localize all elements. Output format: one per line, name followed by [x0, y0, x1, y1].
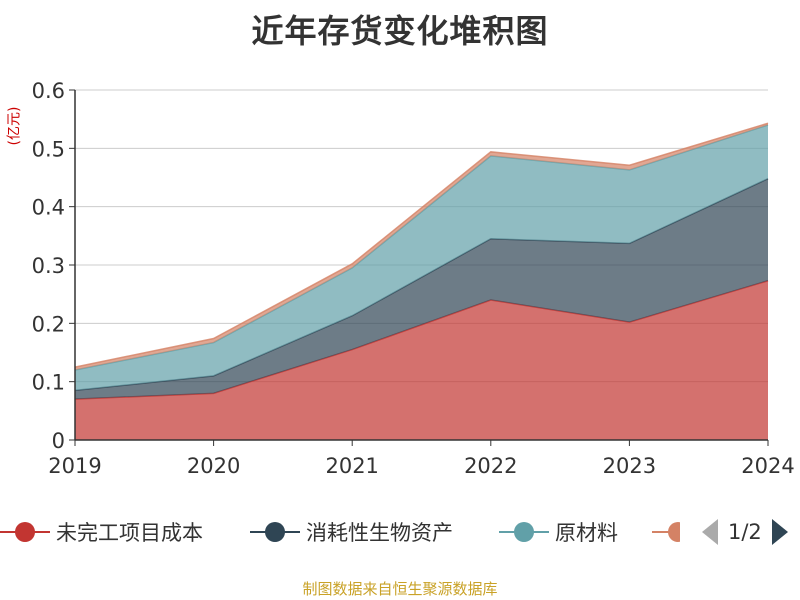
stacked-areas [74, 122, 769, 440]
x-tick-label: 2021 [325, 454, 378, 478]
x-tick-label: 2019 [48, 454, 101, 478]
y-tick-label: 0.5 [32, 137, 65, 161]
x-tick-label: 2023 [603, 454, 656, 478]
y-tick-label: 0.2 [32, 312, 65, 336]
y-tick-labels: 0 0.1 0.2 0.3 0.4 0.5 0.6 [32, 79, 75, 453]
legend-marker-icon [0, 522, 50, 542]
legend-item-series-4[interactable] [652, 512, 680, 552]
y-tick-label: 0.4 [32, 196, 65, 220]
legend-item-series-3[interactable]: 原材料 [499, 512, 618, 552]
y-tick-label: 0.3 [32, 254, 65, 278]
legend-label: 原材料 [555, 521, 618, 545]
legend: 未完工项目成本 消耗性生物资产 原材料 [0, 512, 800, 552]
legend-label: 消耗性生物资产 [306, 521, 453, 545]
legend-item-series-1[interactable]: 未完工项目成本 [0, 512, 203, 552]
y-tick-label: 0.1 [32, 371, 65, 395]
x-tick-label: 2020 [187, 454, 240, 478]
area-series-2 [75, 178, 768, 400]
chevron-left-icon[interactable] [700, 517, 720, 547]
x-tick-label: 2022 [464, 454, 517, 478]
legend-item-series-2[interactable]: 消耗性生物资产 [250, 512, 453, 552]
legend-page-indicator: 1/2 [728, 520, 762, 544]
x-tick-label: 2024 [741, 454, 794, 478]
legend-marker-icon [250, 522, 300, 542]
line-series-4 [74, 122, 769, 368]
legend-marker-icon [652, 522, 680, 542]
x-tick-labels: 2019 2020 2021 2022 2023 2024 [48, 440, 795, 478]
legend-marker-icon [499, 522, 549, 542]
chevron-right-icon[interactable] [770, 517, 790, 547]
chart-title: 近年存货变化堆积图 [251, 12, 549, 50]
area-series-1 [75, 280, 768, 440]
y-tick-label: 0.6 [32, 79, 65, 103]
y-tick-label: 0 [52, 429, 65, 453]
data-source-note: 制图数据来自恒生聚源数据库 [302, 580, 498, 598]
legend-pager: 1/2 [700, 512, 790, 552]
legend-label: 未完工项目成本 [56, 521, 203, 545]
